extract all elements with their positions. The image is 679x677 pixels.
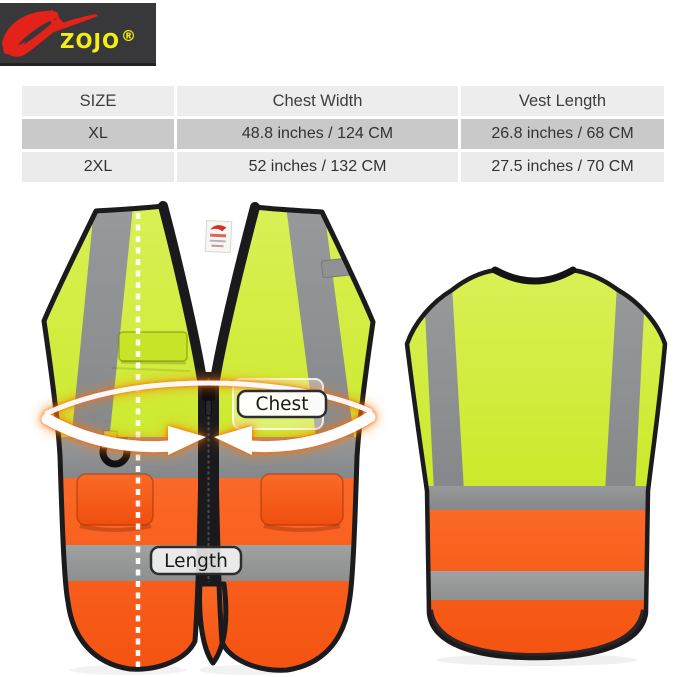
registered-trademark: ® xyxy=(120,27,137,45)
reflective-stripe xyxy=(424,285,464,492)
chest-pocket-flap xyxy=(118,331,188,362)
zipper-pull xyxy=(205,399,212,417)
back-reflective-band xyxy=(407,486,665,510)
row-xl-vest-length: 26.8 inches / 68 CM xyxy=(461,119,664,149)
collar-trim xyxy=(491,266,577,285)
row-2xl-chest-width: 52 inches / 132 CM xyxy=(177,152,458,182)
vest-front-illustration: Chest Length xyxy=(41,201,376,673)
row-xl-chest-width: 48.8 inches / 124 CM xyxy=(177,119,458,149)
chest-label: Chest xyxy=(236,389,328,419)
row-2xl-vest-length: 27.5 inches / 70 CM xyxy=(461,152,664,182)
row-xl-size: XL xyxy=(22,119,174,149)
brand-name-text: ZOJO xyxy=(60,29,120,53)
cargo-pocket-flap xyxy=(76,473,154,526)
zipper-slider xyxy=(202,383,215,401)
brand-name: ZOJO® xyxy=(60,27,137,53)
column-header-size: SIZE xyxy=(22,86,174,116)
lower-reflective-stripe xyxy=(407,571,665,600)
row-2xl-size: 2XL xyxy=(22,152,174,182)
zipper xyxy=(158,201,260,586)
length-label: Length xyxy=(149,545,243,576)
column-header-chest-width: Chest Width xyxy=(177,86,458,116)
size-chart-table: SIZE Chest Width Vest Length XL 48.8 inc… xyxy=(22,86,664,182)
column-header-vest-length: Vest Length xyxy=(461,86,664,116)
chest-label-text: Chest xyxy=(256,394,309,415)
neck-tag xyxy=(204,219,233,254)
brand-logo: ZOJO® xyxy=(0,3,156,66)
cargo-pocket-flap xyxy=(260,473,344,526)
brand-swoosh-icon xyxy=(2,9,98,57)
star-icon xyxy=(44,9,60,25)
vest-back-illustration xyxy=(404,266,668,661)
reflective-stripe xyxy=(70,206,133,452)
length-label-text: Length xyxy=(164,551,228,572)
reflective-stripe xyxy=(286,206,356,452)
reflective-stripe xyxy=(605,285,645,492)
